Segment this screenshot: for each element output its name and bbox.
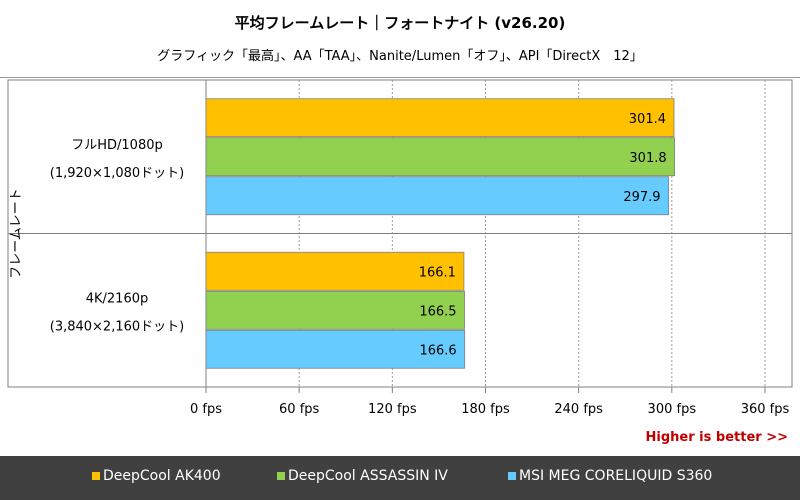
legend-label-assassin-iv: DeepCool ASSASSIN IV: [288, 468, 448, 484]
x-tick-label: 0 fps: [190, 402, 222, 417]
category-label: フルHD/1080p: [71, 138, 163, 153]
x-tick-label: 360 fps: [741, 402, 790, 417]
bar: [205, 137, 676, 177]
category-sublabel: (1,920×1,080ドット): [50, 166, 184, 181]
legend-label-coreliquid-s360: MSI MEG CORELIQUID S360: [519, 468, 713, 484]
bar: [205, 290, 465, 330]
bar-value-label: 166.6: [419, 343, 456, 358]
x-tick-label: 120 fps: [368, 402, 417, 417]
y-axis-title: フレームレート: [9, 188, 24, 279]
category-label: 4K/2160p: [86, 291, 149, 306]
bar-value-label: 166.1: [419, 265, 456, 280]
bar: [205, 329, 466, 369]
legend-item-assassin-iv: DeepCool ASSASSIN IV: [277, 468, 448, 484]
x-tick-label: 240 fps: [554, 402, 603, 417]
bar-value-label: 297.9: [623, 190, 660, 205]
x-tick-label: 300 fps: [648, 402, 697, 417]
bar: [205, 98, 675, 138]
legend: DeepCool AK400 DeepCool ASSASSIN IV MSI …: [0, 456, 800, 500]
higher-is-better-note: Higher is better >>: [645, 430, 788, 445]
x-tick-label: 180 fps: [461, 402, 510, 417]
legend-swatch-ak400: [92, 472, 100, 480]
legend-label-ak400: DeepCool AK400: [103, 468, 221, 484]
chart-title: 平均フレームレート｜フォートナイト (v26.20): [234, 14, 566, 32]
bar: [205, 176, 669, 216]
x-tick-label: 60 fps: [279, 402, 320, 417]
legend-swatch-coreliquid-s360: [508, 472, 516, 480]
header-divider: [0, 77, 800, 78]
bar-chart: 0 fps 60 fps 120 fps 180 fps 240 fps 300 fps 3…: [7, 79, 793, 417]
category-sublabel: (3,840×2,160ドット): [50, 319, 184, 334]
bar-value-label: 301.4: [629, 112, 666, 127]
bar-value-label: 166.5: [419, 304, 456, 319]
bar: [205, 251, 465, 291]
chart-subtitle: グラフィック「最高」、AA「TAA」、Nanite/Lumen「オフ」、API「…: [157, 49, 643, 64]
legend-swatch-assassin-iv: [277, 472, 285, 480]
bar-value-label: 301.8: [629, 151, 666, 166]
legend-item-ak400: DeepCool AK400: [92, 468, 221, 484]
legend-item-coreliquid-s360: MSI MEG CORELIQUID S360: [508, 468, 712, 484]
